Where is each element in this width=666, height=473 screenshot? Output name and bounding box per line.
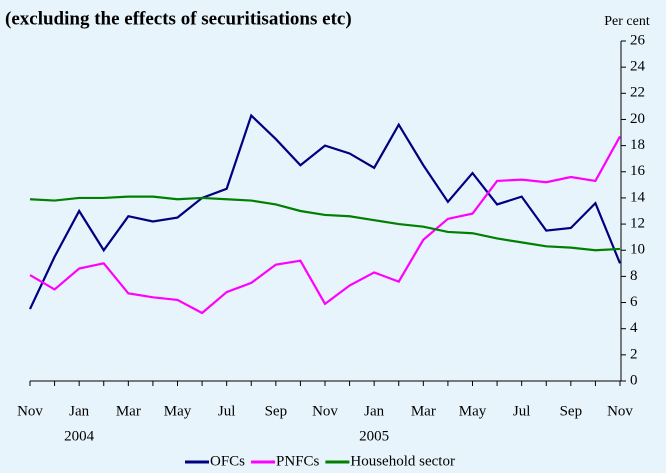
y-tick-label: 0 (630, 372, 638, 388)
x-tick-label: Nov (607, 403, 633, 419)
y-tick-label: 24 (630, 59, 646, 75)
series-line (29, 195, 621, 252)
x-tick-label: May (164, 403, 192, 419)
y-tick-label: 8 (630, 268, 638, 284)
y-axis-label: Per cent (604, 14, 650, 29)
legend-label: Household sector (350, 453, 455, 469)
x-tick-label: Mar (116, 403, 141, 419)
x-year-label: 2004 (64, 428, 95, 444)
y-tick-label: 22 (630, 85, 645, 101)
x-tick-label: Mar (411, 403, 436, 419)
x-tick-label: Jul (218, 403, 236, 419)
y-tick-label: 26 (630, 32, 646, 48)
y-tick-label: 14 (630, 189, 646, 205)
legend-label: OFCs (210, 453, 245, 469)
y-tick-label: 10 (630, 242, 645, 258)
y-tick-label: 2 (630, 346, 638, 362)
series-line (29, 113, 622, 310)
y-tick-label: 18 (630, 137, 645, 153)
legend-label: PNFCs (276, 453, 320, 469)
x-tick-label: Sep (265, 403, 288, 419)
x-tick-label: Jan (69, 403, 89, 419)
x-year-label: 2005 (359, 428, 389, 444)
y-tick-label: 12 (630, 216, 645, 232)
x-tick-label: Nov (312, 403, 338, 419)
x-tick-label: Nov (17, 403, 43, 419)
x-tick-label: Sep (560, 403, 583, 419)
y-tick-label: 6 (630, 294, 638, 310)
series-line (29, 135, 621, 315)
x-tick-label: May (459, 403, 487, 419)
chart-subtitle: (excluding the effects of securitisation… (5, 8, 352, 29)
y-tick-label: 20 (630, 111, 645, 127)
y-tick-label: 4 (630, 320, 638, 336)
x-tick-label: Jan (364, 403, 384, 419)
y-tick-label: 16 (630, 163, 646, 179)
x-tick-label: Jul (513, 403, 531, 419)
